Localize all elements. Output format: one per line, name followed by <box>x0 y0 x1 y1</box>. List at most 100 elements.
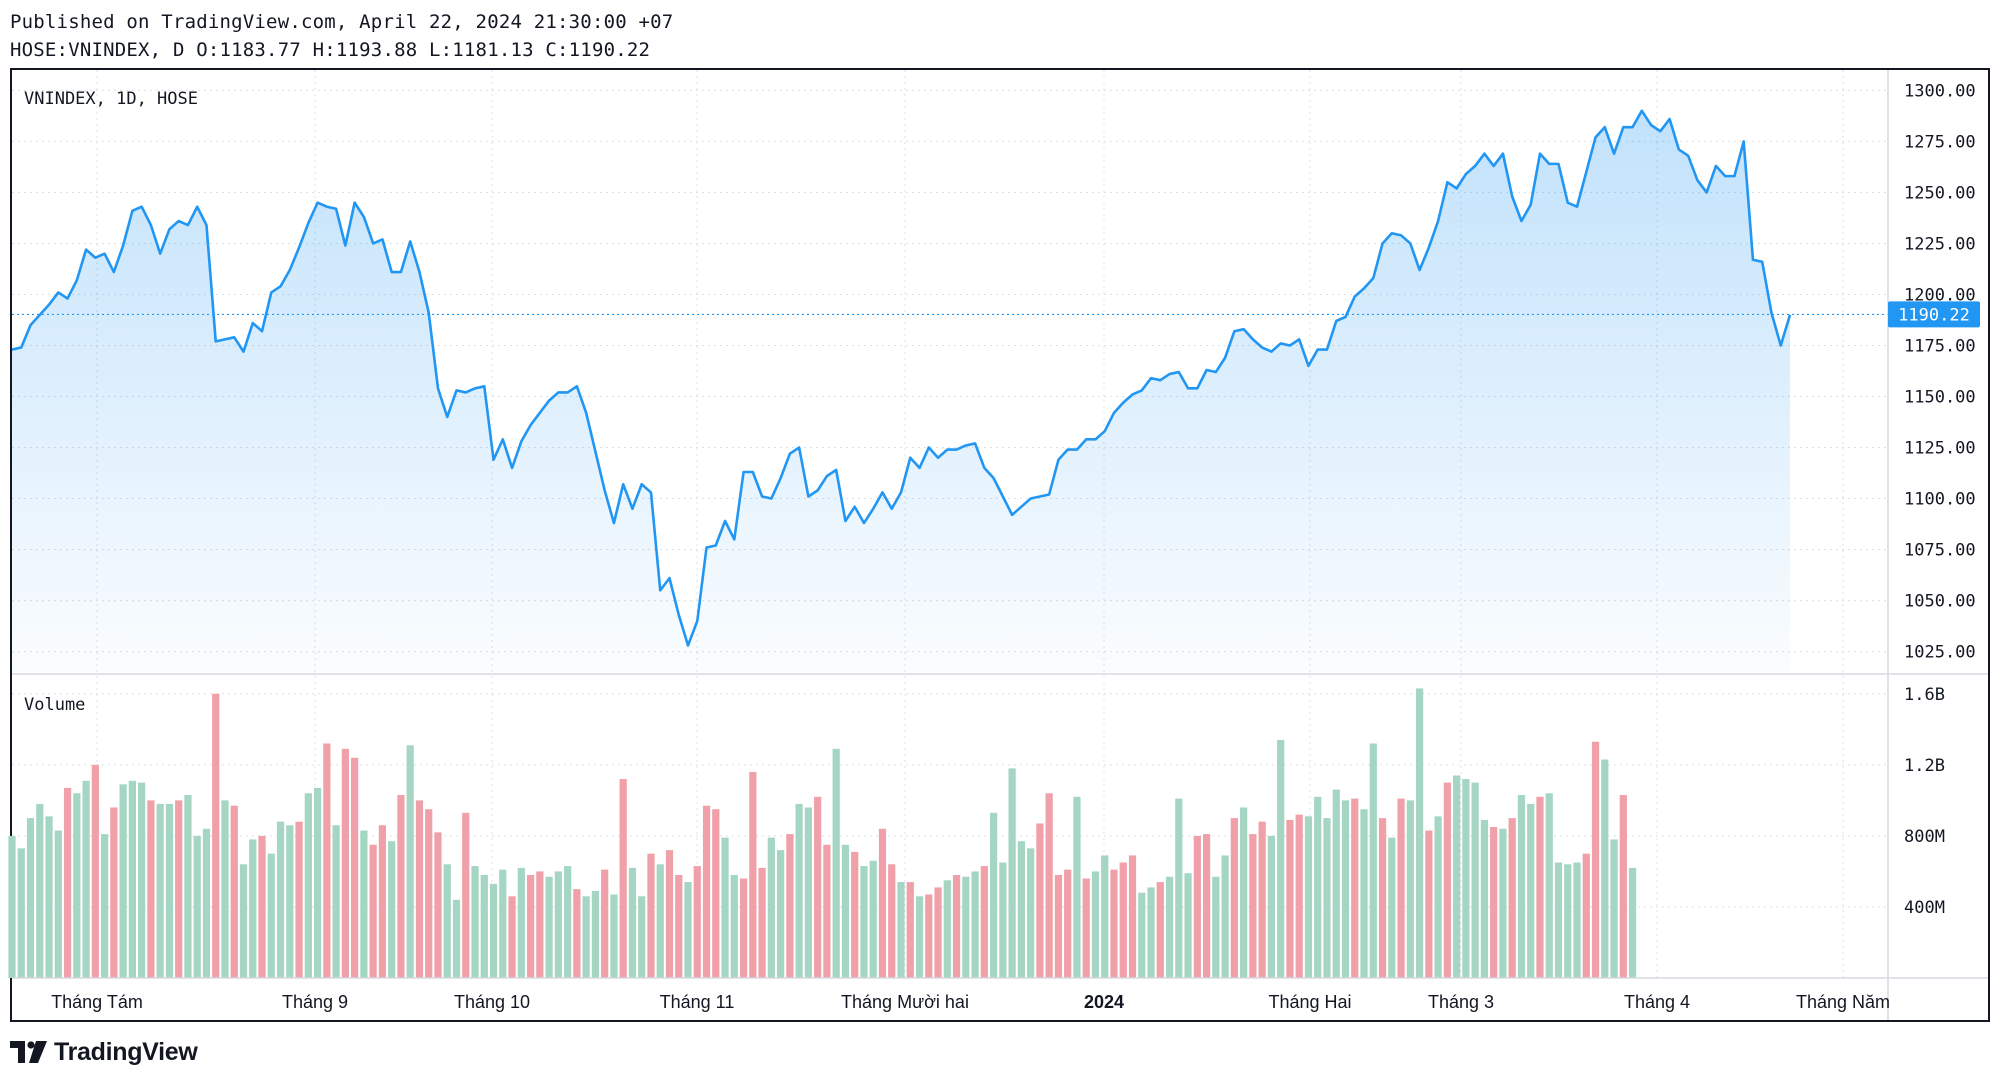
volume-bar <box>869 860 877 978</box>
price-tick-label: 1275.00 <box>1904 132 1976 152</box>
tradingview-logo-icon <box>10 1041 47 1063</box>
volume-bar <box>860 866 868 978</box>
volume-bar <box>1230 818 1238 978</box>
volume-bar <box>888 864 896 978</box>
volume-bar <box>665 850 674 978</box>
volume-bar <box>1295 814 1303 978</box>
volume-bar <box>1240 807 1248 978</box>
volume-bar <box>1471 782 1479 978</box>
volume-bar <box>721 837 729 978</box>
time-axis[interactable]: Tháng Tám Tháng 9 Tháng 10 Tháng 11 Tháng Mư… <box>51 992 1890 1012</box>
volume-bar <box>119 784 127 978</box>
volume-bar <box>1619 795 1627 978</box>
volume-bar <box>1138 892 1146 978</box>
volume-bar <box>443 864 451 978</box>
volume-bar <box>239 864 248 978</box>
volume-bar <box>1480 819 1489 978</box>
volume-bar <box>573 889 581 978</box>
volume-bar <box>1378 818 1387 978</box>
volume-bar <box>832 748 840 978</box>
volume-bar <box>1628 867 1637 978</box>
volume-bar <box>313 787 322 978</box>
volume-bar <box>1193 835 1201 978</box>
volume-bar <box>1119 862 1127 978</box>
volume-bar <box>934 887 942 978</box>
price-tick-label: 1200.00 <box>1904 285 1976 305</box>
volume-bar <box>851 851 859 978</box>
volume-bar <box>267 853 275 978</box>
volume-tick-label: 1.2B <box>1904 756 1945 776</box>
volume-bar <box>989 812 998 978</box>
time-tick-label: Tháng Mười hai <box>841 992 969 1012</box>
published-line: Published on TradingView.com, April 22, … <box>10 11 674 33</box>
volume-bars <box>8 688 1637 978</box>
volume-bar <box>508 896 516 978</box>
volume-bar <box>517 867 525 978</box>
price-line[interactable] <box>11 109 1792 647</box>
volume-bar <box>54 830 62 978</box>
volume-bar <box>138 782 146 978</box>
volume-bar <box>786 834 794 978</box>
volume-bar <box>1564 864 1572 978</box>
volume-bar <box>1323 818 1331 978</box>
volume-bar <box>1351 798 1359 978</box>
volume-bar <box>1406 800 1414 978</box>
time-tick-label: Tháng 3 <box>1428 992 1494 1012</box>
volume-bar <box>230 805 238 978</box>
price-tick-label: 1175.00 <box>1904 336 1976 356</box>
volume-bar <box>897 882 905 978</box>
last-price-label-text: 1190.22 <box>1898 305 1970 325</box>
volume-bar <box>823 844 831 978</box>
last-price-label-bg <box>1888 301 1980 328</box>
volume-bar <box>341 748 349 978</box>
volume-bar <box>1073 796 1081 978</box>
volume-bar <box>489 883 498 978</box>
volume-bar <box>814 796 822 978</box>
volume-bar <box>1054 874 1063 978</box>
volume-bar <box>1277 739 1285 978</box>
time-tick-label: Tháng Tám <box>51 992 143 1012</box>
volume-tick-label: 400M <box>1904 898 1945 918</box>
volume-bar <box>1462 779 1470 978</box>
tradingview-logo[interactable]: TradingView <box>10 1035 198 1069</box>
volume-bar <box>943 880 951 978</box>
volume-bar <box>1591 741 1600 978</box>
price-tick-label: 1100.00 <box>1904 490 1976 510</box>
volume-bar <box>619 779 627 978</box>
volume-bar <box>915 896 924 978</box>
volume-bar <box>841 844 850 978</box>
chart-title: VNINDEX, 1D, HOSE <box>24 89 198 109</box>
volume-bar <box>1036 823 1044 978</box>
volume-axis[interactable]: 400M 800M 1.2B 1.6B <box>1904 685 1945 918</box>
last-price-label: 1190.22 <box>1888 301 1980 328</box>
volume-bar <box>1453 775 1461 978</box>
volume-bar <box>1175 798 1183 978</box>
volume-bar <box>480 874 488 978</box>
volume-bar <box>712 809 720 978</box>
volume-bar <box>1490 827 1498 978</box>
volume-bar <box>388 841 396 978</box>
volume-bar <box>628 867 637 978</box>
price-axis[interactable]: 1025.00 1050.00 1075.00 1100.00 1125.00 1150.… <box>1904 81 1976 662</box>
volume-bar <box>1517 795 1526 978</box>
volume-bar <box>1045 793 1053 978</box>
volume-bar <box>1128 855 1137 978</box>
volume-bar <box>1101 855 1109 978</box>
volume-bar <box>8 835 16 978</box>
volume-bar <box>369 844 377 978</box>
volume-bar <box>1425 830 1433 978</box>
volume-bar <box>1508 818 1516 978</box>
volume-bar <box>91 764 99 978</box>
volume-bar <box>1388 837 1396 978</box>
volume-bar <box>406 745 414 978</box>
volume-bar <box>212 693 220 978</box>
volume-bar <box>1415 688 1424 978</box>
volume-bar <box>564 866 572 978</box>
volume-bar <box>1610 839 1618 978</box>
time-tick-label: Tháng 10 <box>454 992 530 1012</box>
volume-bar <box>452 899 461 978</box>
volume-pane-label: Volume <box>24 695 85 715</box>
volume-bar <box>45 816 53 978</box>
price-tick-label: 1075.00 <box>1904 541 1976 561</box>
